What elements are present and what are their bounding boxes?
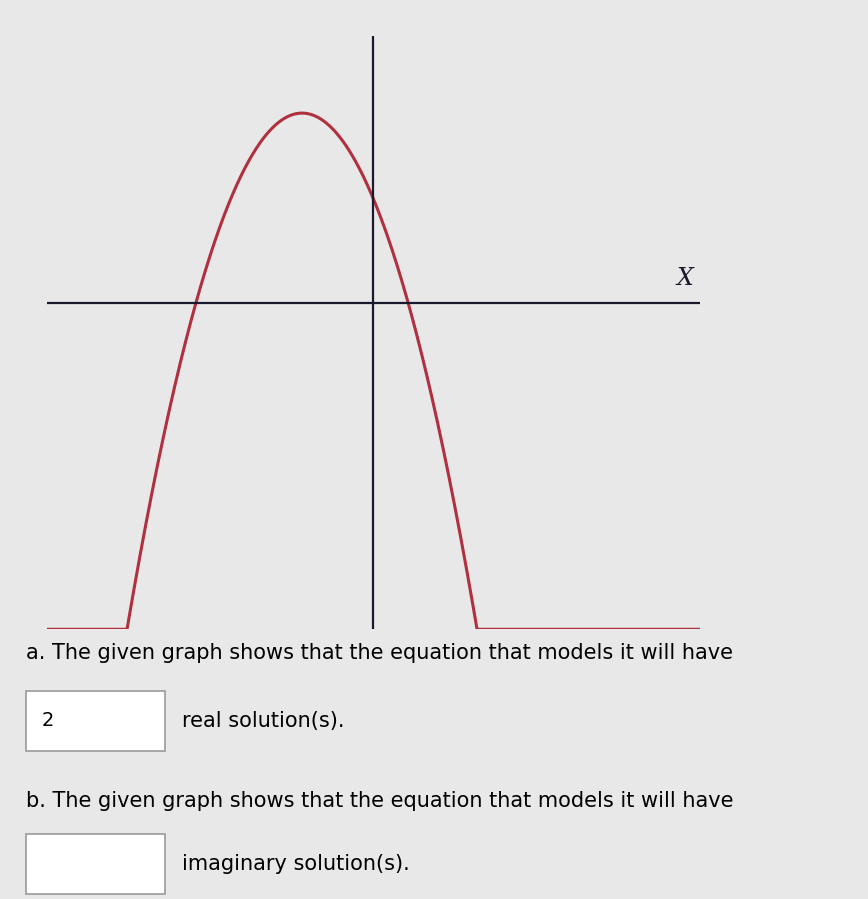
Text: imaginary solution(s).: imaginary solution(s). bbox=[182, 854, 410, 874]
FancyBboxPatch shape bbox=[26, 691, 165, 751]
Text: a. The given graph shows that the equation that models it will have: a. The given graph shows that the equati… bbox=[26, 643, 733, 663]
FancyBboxPatch shape bbox=[26, 834, 165, 894]
Text: 2: 2 bbox=[42, 711, 54, 731]
Text: b. The given graph shows that the equation that models it will have: b. The given graph shows that the equati… bbox=[26, 791, 733, 811]
Text: X: X bbox=[677, 267, 694, 289]
Text: real solution(s).: real solution(s). bbox=[182, 711, 345, 731]
